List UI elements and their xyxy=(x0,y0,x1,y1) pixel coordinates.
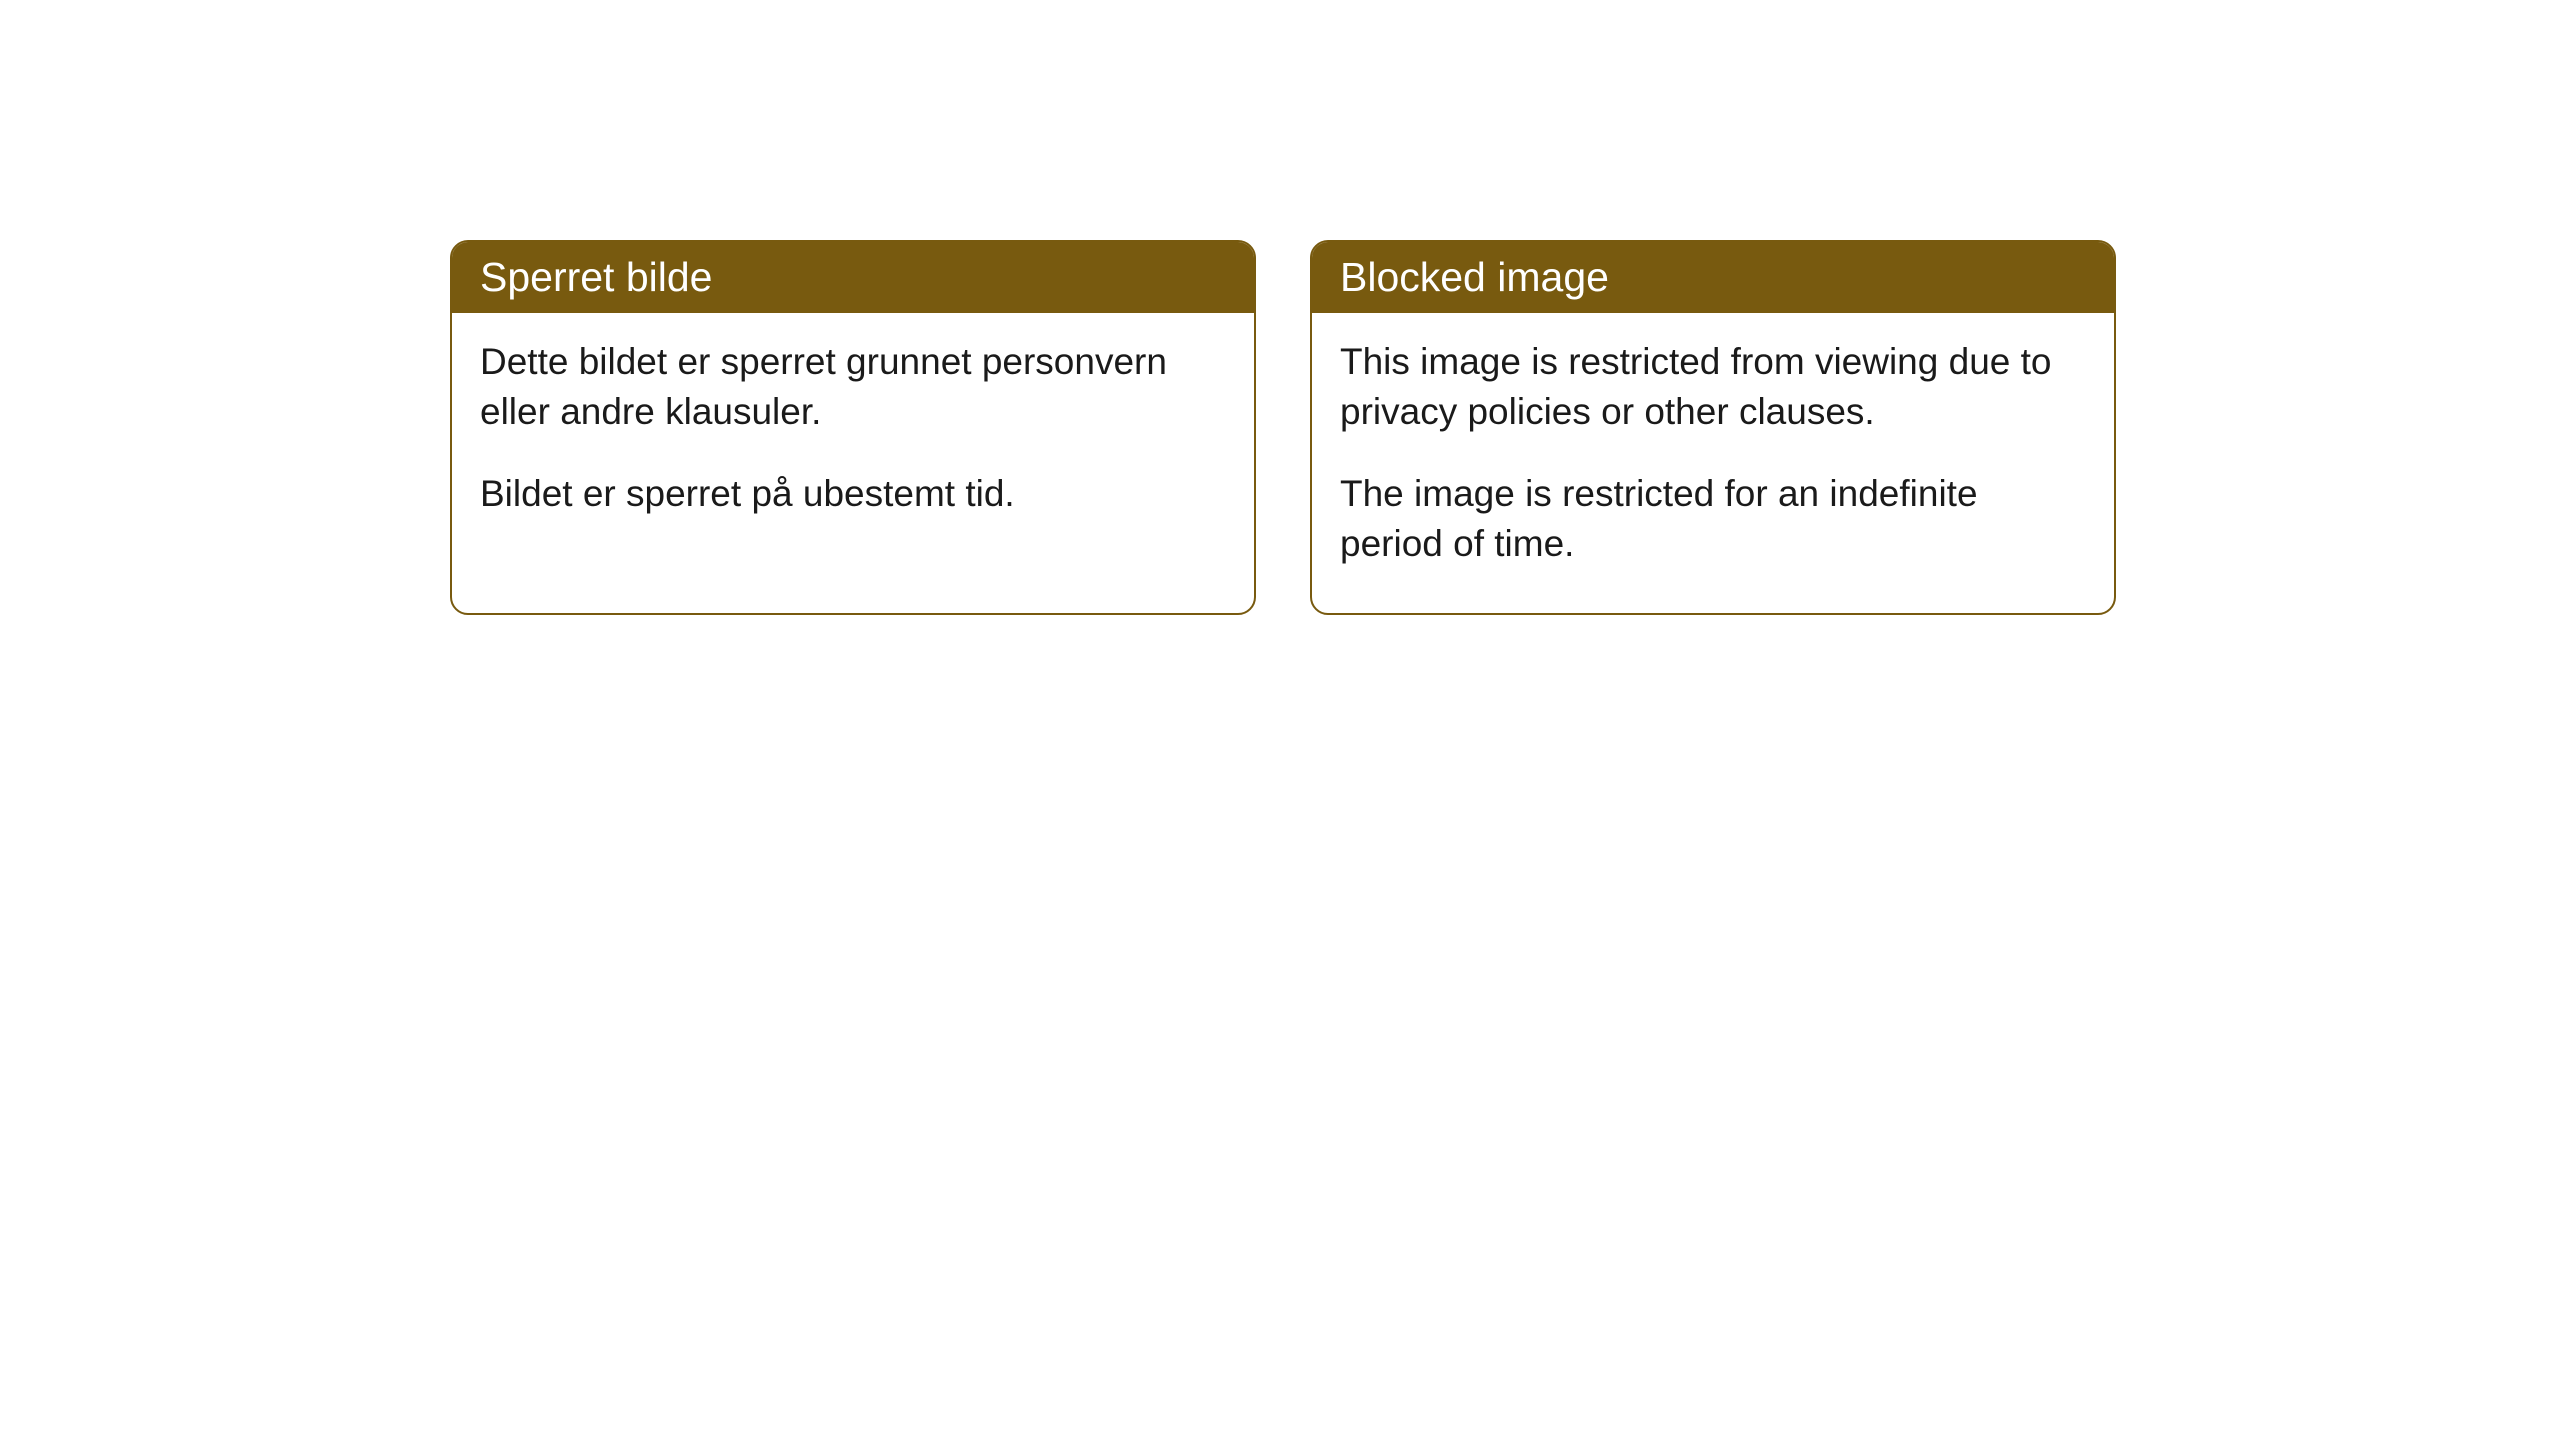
notice-header: Sperret bilde xyxy=(452,242,1254,313)
notice-paragraph-1: Dette bildet er sperret grunnet personve… xyxy=(480,337,1226,437)
notice-card-english: Blocked image This image is restricted f… xyxy=(1310,240,2116,615)
notice-body: Dette bildet er sperret grunnet personve… xyxy=(452,313,1254,563)
notice-container: Sperret bilde Dette bildet er sperret gr… xyxy=(0,0,2560,615)
notice-card-norwegian: Sperret bilde Dette bildet er sperret gr… xyxy=(450,240,1256,615)
notice-paragraph-2: Bildet er sperret på ubestemt tid. xyxy=(480,469,1226,519)
notice-paragraph-1: This image is restricted from viewing du… xyxy=(1340,337,2086,437)
notice-paragraph-2: The image is restricted for an indefinit… xyxy=(1340,469,2086,569)
notice-header: Blocked image xyxy=(1312,242,2114,313)
notice-body: This image is restricted from viewing du… xyxy=(1312,313,2114,613)
